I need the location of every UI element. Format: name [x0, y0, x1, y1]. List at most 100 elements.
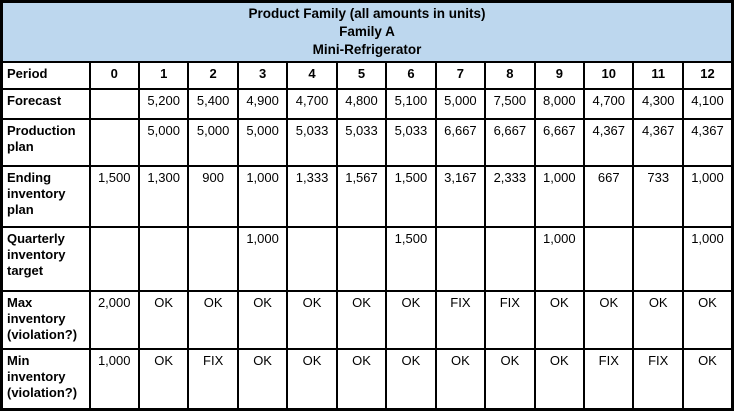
cell-max-inventory-violation-p10: OK: [583, 289, 635, 350]
row-label-ending-inventory-plan: Ending inventory plan: [0, 164, 91, 228]
cell-min-inventory-violation-p8: OK: [484, 347, 536, 411]
cell-quarterly-inventory-target-p8: [484, 225, 536, 292]
row-label-quarterly-inventory-target: Quarterly inventory target: [0, 225, 91, 292]
cell-production-plan-p10: 4,367: [583, 117, 635, 167]
cell-min-inventory-violation-p7: OK: [434, 347, 487, 411]
row-ending-inventory-plan: Ending inventory plan 1,500 1,300 900 1,000 1…: [0, 164, 734, 228]
cell-min-inventory-violation-p1: OK: [137, 347, 190, 411]
cell-ending-inventory-plan-p9: 1,000: [533, 164, 586, 228]
row-period: Period 0 1 2 3 4 5 6 7 8 9 10 11 12: [0, 60, 734, 91]
cell-min-inventory-violation-p11: FIX: [632, 347, 684, 411]
table-title-header: Product Family (all amounts in units) Fa…: [0, 0, 734, 63]
row-label-min-inventory-violation: Min inventory (violation?): [0, 347, 91, 411]
title-line-product-family: Product Family (all amounts in units): [248, 6, 486, 21]
cell-production-plan-p1: 5,000: [137, 117, 190, 167]
cell-min-inventory-violation-p10: FIX: [583, 347, 635, 411]
cell-min-inventory-violation-p9: OK: [533, 347, 586, 411]
row-forecast: Forecast 5,200 5,400 4,900 4,700 4,800 5,100 5,…: [0, 88, 734, 120]
row-label-forecast: Forecast: [0, 88, 91, 120]
title-row: Product Family (all amounts in units) Fa…: [0, 0, 734, 63]
cell-ending-inventory-plan-p1: 1,300: [137, 164, 190, 228]
cell-max-inventory-violation-p4: OK: [286, 289, 338, 350]
cell-max-inventory-violation-p0: 2,000: [88, 289, 140, 350]
cell-max-inventory-violation-p3: OK: [236, 289, 289, 350]
period-header-7: 7: [434, 60, 487, 91]
cell-forecast-p4: 4,700: [286, 88, 338, 120]
cell-production-plan-p9: 6,667: [533, 117, 586, 167]
cell-max-inventory-violation-p5: OK: [335, 289, 388, 350]
cell-quarterly-inventory-target-p1: [137, 225, 190, 292]
cell-production-plan-p4: 5,033: [286, 117, 338, 167]
title-line-product: Mini-Refrigerator: [312, 42, 422, 57]
row-label-max-inventory-violation: Max inventory (violation?): [0, 289, 91, 350]
cell-quarterly-inventory-target-p0: [88, 225, 140, 292]
title-line-family: Family A: [339, 24, 395, 39]
period-header-6: 6: [385, 60, 437, 91]
cell-max-inventory-violation-p12: OK: [681, 289, 734, 350]
period-header-2: 2: [187, 60, 239, 91]
period-header-8: 8: [484, 60, 536, 91]
row-label-production-plan: Production plan: [0, 117, 91, 167]
row-production-plan: Production plan 5,000 5,000 5,000 5,033 5,033…: [0, 117, 734, 167]
period-header-0: 0: [88, 60, 140, 91]
cell-min-inventory-violation-p4: OK: [286, 347, 338, 411]
cell-forecast-p9: 8,000: [533, 88, 586, 120]
cell-quarterly-inventory-target-p3: 1,000: [236, 225, 289, 292]
row-label-period: Period: [0, 60, 91, 91]
cell-production-plan-p2: 5,000: [187, 117, 239, 167]
cell-max-inventory-violation-p2: OK: [187, 289, 239, 350]
cell-min-inventory-violation-p0: 1,000: [88, 347, 140, 411]
cell-production-plan-p0: [88, 117, 140, 167]
cell-max-inventory-violation-p6: OK: [385, 289, 437, 350]
cell-forecast-p12: 4,100: [681, 88, 734, 120]
cell-production-plan-p8: 6,667: [484, 117, 536, 167]
cell-production-plan-p3: 5,000: [236, 117, 289, 167]
period-header-4: 4: [286, 60, 338, 91]
period-header-12: 12: [681, 60, 734, 91]
cell-ending-inventory-plan-p8: 2,333: [484, 164, 536, 228]
cell-max-inventory-violation-p9: OK: [533, 289, 586, 350]
row-min-inventory-violation: Min inventory (violation?) 1,000 OK FIX OK OK…: [0, 347, 734, 411]
cell-quarterly-inventory-target-p4: [286, 225, 338, 292]
period-header-10: 10: [583, 60, 635, 91]
cell-forecast-p6: 5,100: [385, 88, 437, 120]
cell-forecast-p2: 5,400: [187, 88, 239, 120]
cell-ending-inventory-plan-p2: 900: [187, 164, 239, 228]
row-quarterly-inventory-target: Quarterly inventory target 1,000 1,500 1,00…: [0, 225, 734, 292]
cell-ending-inventory-plan-p12: 1,000: [681, 164, 734, 228]
cell-ending-inventory-plan-p5: 1,567: [335, 164, 388, 228]
period-header-1: 1: [137, 60, 190, 91]
period-header-5: 5: [335, 60, 388, 91]
cell-production-plan-p7: 6,667: [434, 117, 487, 167]
cell-max-inventory-violation-p8: FIX: [484, 289, 536, 350]
cell-max-inventory-violation-p11: OK: [632, 289, 684, 350]
row-max-inventory-violation: Max inventory (violation?) 2,000 OK OK OK OK O…: [0, 289, 734, 350]
cell-quarterly-inventory-target-p6: 1,500: [385, 225, 437, 292]
cell-forecast-p10: 4,700: [583, 88, 635, 120]
table-title: Product Family (all amounts in units) Fa…: [0, 0, 734, 63]
cell-quarterly-inventory-target-p5: [335, 225, 388, 292]
cell-forecast-p1: 5,200: [137, 88, 190, 120]
cell-ending-inventory-plan-p7: 3,167: [434, 164, 487, 228]
cell-min-inventory-violation-p6: OK: [385, 347, 437, 411]
cell-min-inventory-violation-p3: OK: [236, 347, 289, 411]
table-body: Period 0 1 2 3 4 5 6 7 8 9 10 11 12 Forecast 5,200 5,400…: [0, 60, 734, 411]
cell-ending-inventory-plan-p0: 1,500: [88, 164, 140, 228]
cell-max-inventory-violation-p1: OK: [137, 289, 190, 350]
cell-min-inventory-violation-p5: OK: [335, 347, 388, 411]
cell-forecast-p0: [88, 88, 140, 120]
cell-quarterly-inventory-target-p11: [632, 225, 684, 292]
cell-quarterly-inventory-target-p12: 1,000: [681, 225, 734, 292]
period-header-3: 3: [236, 60, 289, 91]
cell-quarterly-inventory-target-p2: [187, 225, 239, 292]
cell-ending-inventory-plan-p6: 1,500: [385, 164, 437, 228]
cell-ending-inventory-plan-p10: 667: [583, 164, 635, 228]
cell-forecast-p5: 4,800: [335, 88, 388, 120]
cell-ending-inventory-plan-p3: 1,000: [236, 164, 289, 228]
cell-max-inventory-violation-p7: FIX: [434, 289, 487, 350]
cell-quarterly-inventory-target-p9: 1,000: [533, 225, 586, 292]
cell-forecast-p7: 5,000: [434, 88, 487, 120]
period-header-11: 11: [632, 60, 684, 91]
